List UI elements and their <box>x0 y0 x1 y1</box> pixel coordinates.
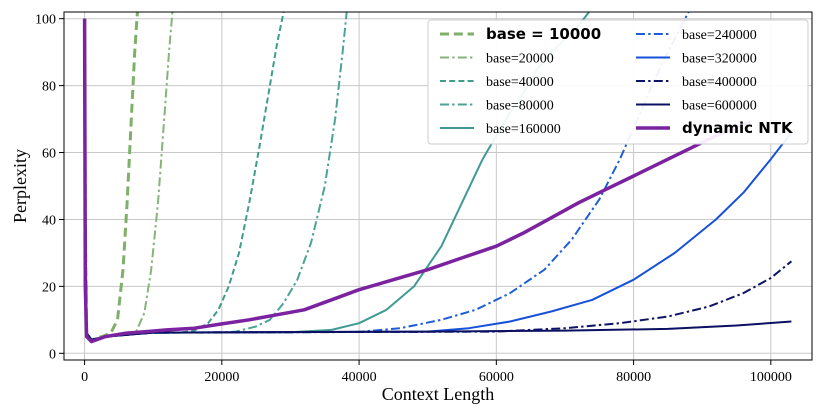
series-line-0 <box>83 12 139 342</box>
legend-label-5: base=240000 <box>682 28 757 43</box>
y-tick-label: 0 <box>49 347 56 362</box>
y-tick-label: 100 <box>35 13 56 28</box>
legend-box <box>427 19 809 145</box>
series-line-3 <box>83 12 348 341</box>
legend-label-7: base=400000 <box>682 75 757 90</box>
series-line-2 <box>83 12 285 341</box>
y-axis-ticks: 0 20 40 60 80 100 <box>35 13 64 362</box>
x-tick-label: 60000 <box>479 370 514 385</box>
x-tick-label: 40000 <box>342 370 377 385</box>
x-tick-label: 0 <box>81 370 88 385</box>
legend-label-0: base = 10000 <box>486 25 601 43</box>
legend-label-9: dynamic NTK <box>682 119 794 137</box>
legend-label-3: base=80000 <box>486 99 554 114</box>
legend-label-2: base=40000 <box>486 75 554 90</box>
legend-label-6: base=320000 <box>682 52 757 67</box>
y-tick-label: 40 <box>42 213 56 228</box>
legend-label-8: base=600000 <box>682 99 757 114</box>
x-axis-label: Context Length <box>382 384 494 404</box>
x-tick-label: 80000 <box>616 370 651 385</box>
x-tick-label: 100000 <box>750 370 792 385</box>
legend: base = 10000 base=20000 base=40000 base=800… <box>427 19 809 145</box>
x-axis-ticks: 0 20000 40000 60000 80000 100000 <box>81 360 792 385</box>
x-tick-label: 20000 <box>204 370 239 385</box>
plot-frame <box>63 11 813 361</box>
legend-label-1: base=20000 <box>486 52 554 67</box>
y-axis-label: Perplexity <box>10 149 30 223</box>
series-line-9 <box>82 18 751 344</box>
y-tick-label: 80 <box>42 80 56 95</box>
legend-label-4: base=160000 <box>486 122 561 137</box>
y-tick-label: 20 <box>42 280 56 295</box>
y-tick-label: 60 <box>42 147 56 162</box>
